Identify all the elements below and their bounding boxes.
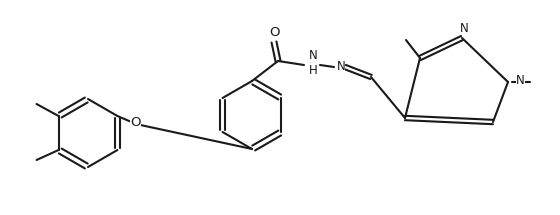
Text: N: N	[460, 22, 468, 35]
Text: O: O	[130, 115, 141, 129]
Text: N: N	[516, 74, 525, 86]
Text: O: O	[269, 26, 279, 40]
Text: N
H: N H	[309, 49, 318, 77]
Text: N: N	[337, 60, 346, 72]
